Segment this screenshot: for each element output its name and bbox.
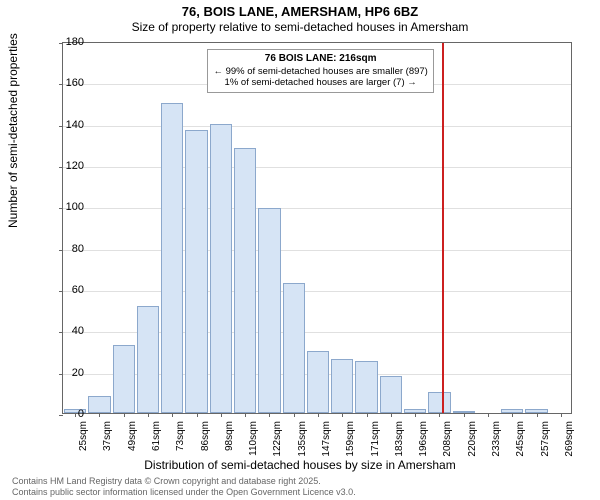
histogram-bar xyxy=(137,306,159,413)
annotation-box: 76 BOIS LANE: 216sqm← 99% of semi-detach… xyxy=(207,49,433,93)
footer-line-2: Contains public sector information licen… xyxy=(12,487,356,498)
histogram-bar xyxy=(234,148,256,413)
histogram-bar xyxy=(210,124,232,413)
xtick-mark xyxy=(269,413,270,417)
xtick-mark xyxy=(99,413,100,417)
histogram-bar xyxy=(88,396,110,413)
xtick-mark xyxy=(439,413,440,417)
ytick-label: 160 xyxy=(54,77,84,89)
gridline-h xyxy=(63,291,571,292)
marker-line xyxy=(442,43,444,413)
ytick-label: 120 xyxy=(54,160,84,172)
chart-subtitle: Size of property relative to semi-detach… xyxy=(0,20,600,34)
gridline-h xyxy=(63,167,571,168)
footer-line-1: Contains HM Land Registry data © Crown c… xyxy=(12,476,356,487)
xtick-mark xyxy=(221,413,222,417)
xtick-mark xyxy=(294,413,295,417)
histogram-bar xyxy=(185,130,207,413)
xtick-mark xyxy=(464,413,465,417)
xtick-mark xyxy=(367,413,368,417)
xtick-mark xyxy=(415,413,416,417)
plot-area: 25sqm37sqm49sqm61sqm73sqm86sqm98sqm110sq… xyxy=(62,42,572,414)
xtick-mark xyxy=(318,413,319,417)
gridline-h xyxy=(63,126,571,127)
annotation-title: 76 BOIS LANE: 216sqm xyxy=(213,53,427,66)
chart-container: 76, BOIS LANE, AMERSHAM, HP6 6BZ Size of… xyxy=(0,0,600,500)
footer-text: Contains HM Land Registry data © Crown c… xyxy=(12,476,356,498)
gridline-h xyxy=(63,208,571,209)
ytick-label: 80 xyxy=(54,243,84,255)
y-axis-label: Number of semi-detached properties xyxy=(6,33,20,228)
annotation-line-2: 1% of semi-detached houses are larger (7… xyxy=(213,77,427,89)
xtick-mark xyxy=(391,413,392,417)
xtick-mark xyxy=(148,413,149,417)
xtick-mark xyxy=(561,413,562,417)
histogram-bar xyxy=(307,351,329,413)
ytick-label: 40 xyxy=(54,325,84,337)
histogram-bar xyxy=(283,283,305,413)
xtick-mark xyxy=(124,413,125,417)
chart-title: 76, BOIS LANE, AMERSHAM, HP6 6BZ xyxy=(0,4,600,19)
xtick-mark xyxy=(172,413,173,417)
xtick-mark xyxy=(245,413,246,417)
histogram-bar xyxy=(380,376,402,413)
ytick-label: 140 xyxy=(54,119,84,131)
ytick-label: 20 xyxy=(54,367,84,379)
ytick-label: 60 xyxy=(54,284,84,296)
gridline-h xyxy=(63,250,571,251)
ytick-label: 0 xyxy=(54,408,84,420)
histogram-bar xyxy=(355,361,377,413)
xtick-mark xyxy=(342,413,343,417)
annotation-line-1: ← 99% of semi-detached houses are smalle… xyxy=(213,66,427,78)
x-axis-label: Distribution of semi-detached houses by … xyxy=(0,458,600,472)
xtick-mark xyxy=(512,413,513,417)
histogram-bar xyxy=(161,103,183,413)
histogram-bar xyxy=(113,345,135,413)
histogram-bar xyxy=(428,392,450,413)
xtick-mark xyxy=(197,413,198,417)
ytick-label: 100 xyxy=(54,201,84,213)
xtick-mark xyxy=(488,413,489,417)
xtick-mark xyxy=(537,413,538,417)
histogram-bar xyxy=(331,359,353,413)
histogram-bar xyxy=(258,208,280,413)
ytick-label: 180 xyxy=(54,36,84,48)
